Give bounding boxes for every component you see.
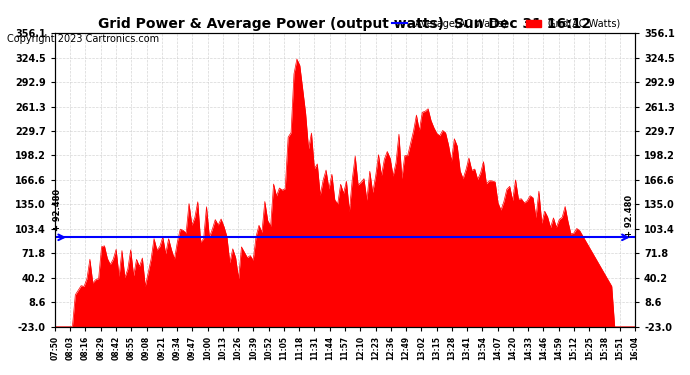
Text: + 92.480: + 92.480: [625, 195, 634, 237]
Text: + 92.480: + 92.480: [52, 189, 61, 231]
Legend: Average(AC Watts), Grid(AC Watts): Average(AC Watts), Grid(AC Watts): [388, 15, 624, 32]
Text: Copyright 2023 Cartronics.com: Copyright 2023 Cartronics.com: [7, 34, 159, 44]
Title: Grid Power & Average Power (output watts)  Sun Dec 31 16:12: Grid Power & Average Power (output watts…: [99, 16, 591, 31]
